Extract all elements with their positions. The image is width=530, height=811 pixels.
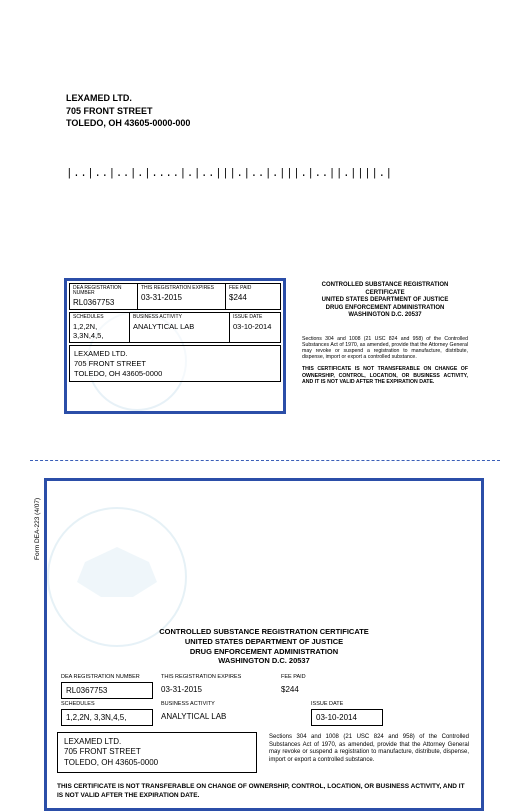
- issue-label: ISSUE DATE: [233, 315, 277, 320]
- activity-label-b: BUSINESS ACTIVITY: [161, 701, 303, 707]
- cert-title: CONTROLLED SUBSTANCE REGISTRATION CERTIF…: [57, 627, 471, 666]
- postal-barcode: |..|..|..|.|....|.|..|||.|..|.|||.|..||.…: [66, 168, 393, 180]
- cert-transfer-note: THIS CERTIFICATE IS NOT TRANSFERABLE ON …: [57, 783, 471, 800]
- cert-row-sched: SCHEDULES 1,2,2N, 3,3N,4,5, BUSINESS ACT…: [57, 701, 471, 726]
- reg-number-value-b: RL0367753: [61, 682, 153, 699]
- holder-name: LEXAMED LTD.: [74, 349, 276, 359]
- fee-label: FEE PAID: [229, 286, 277, 291]
- stub-transfer-note: THIS CERTIFICATE IS NOT TRANSFERABLE ON …: [302, 366, 468, 385]
- holder-address-box: LEXAMED LTD. 705 FRONT STREET TOLEDO, OH…: [57, 732, 257, 773]
- activity-value-b: ANALYTICAL LAB: [161, 709, 303, 724]
- addr-street: 705 FRONT STREET: [66, 105, 190, 118]
- addr-city: TOLEDO, OH 43605-0000-000: [66, 117, 190, 130]
- certificate-stub: DEA REGISTRATION NUMBER RL0367753 THIS RE…: [64, 278, 472, 414]
- stub-card: DEA REGISTRATION NUMBER RL0367753 THIS RE…: [64, 278, 286, 414]
- issue-label-b: ISSUE DATE: [311, 701, 383, 707]
- doj-seal-watermark-large: [47, 507, 187, 647]
- stub-holder: LEXAMED LTD. 705 FRONT STREET TOLEDO, OH…: [69, 345, 281, 382]
- activity-value: ANALYTICAL LAB: [133, 322, 226, 331]
- reg-number-value: RL0367753: [73, 298, 134, 307]
- cert-legal-para: Sections 304 and 1008 (21 USC 824 and 95…: [257, 732, 471, 773]
- expires-value-b: 03-31-2015: [161, 682, 273, 697]
- stub-legal: Sections 304 and 1008 (21 USC 824 and 95…: [302, 336, 468, 361]
- holder-city-b: TOLEDO, OH 43605-0000: [64, 758, 250, 768]
- fee-label-b: FEE PAID: [281, 674, 363, 680]
- schedules-label-b: SCHEDULES: [61, 701, 153, 707]
- fee-value-b: $244: [281, 682, 363, 697]
- holder-street: 705 FRONT STREET: [74, 359, 276, 369]
- holder-street-b: 705 FRONT STREET: [64, 747, 250, 757]
- stub-row-sched: SCHEDULES 1,2,2N, 3,3N,4,5, BUSINESS ACTI…: [69, 312, 281, 343]
- cert-addr-legal: LEXAMED LTD. 705 FRONT STREET TOLEDO, OH…: [57, 732, 471, 773]
- stub-text: CONTROLLED SUBSTANCE REGISTRATION CERTIF…: [286, 278, 472, 414]
- tear-line: [30, 460, 500, 461]
- expires-label: THIS REGISTRATION EXPIRES: [141, 286, 222, 291]
- stub-title: CONTROLLED SUBSTANCE REGISTRATION CERTIF…: [302, 282, 468, 320]
- stub-row-reg: DEA REGISTRATION NUMBER RL0367753 THIS RE…: [69, 283, 281, 310]
- issue-value: 03-10-2014: [233, 322, 277, 331]
- activity-label: BUSINESS ACTIVITY: [133, 315, 226, 320]
- issue-value-b: 03-10-2014: [311, 709, 383, 726]
- expires-value: 03-31-2015: [141, 293, 222, 302]
- schedules-value: 1,2,2N, 3,3N,4,5,: [73, 322, 126, 340]
- certificate-main: CONTROLLED SUBSTANCE REGISTRATION CERTIF…: [44, 478, 484, 811]
- holder-name-b: LEXAMED LTD.: [64, 737, 250, 747]
- mailing-address: LEXAMED LTD. 705 FRONT STREET TOLEDO, OH…: [66, 92, 190, 130]
- reg-number-label: DEA REGISTRATION NUMBER: [73, 286, 134, 296]
- form-number-label: Form DEA-223 (4/07): [34, 498, 41, 560]
- fee-value: $244: [229, 293, 277, 302]
- schedules-value-b: 1,2,2N, 3,3N,4,5,: [61, 709, 153, 726]
- addr-name: LEXAMED LTD.: [66, 92, 190, 105]
- cert-row-reg: DEA REGISTRATION NUMBER RL0367753 THIS R…: [57, 674, 471, 699]
- holder-city: TOLEDO, OH 43605-0000: [74, 369, 276, 379]
- expires-label-b: THIS REGISTRATION EXPIRES: [161, 674, 273, 680]
- schedules-label: SCHEDULES: [73, 315, 126, 320]
- reg-number-label-b: DEA REGISTRATION NUMBER: [61, 674, 153, 680]
